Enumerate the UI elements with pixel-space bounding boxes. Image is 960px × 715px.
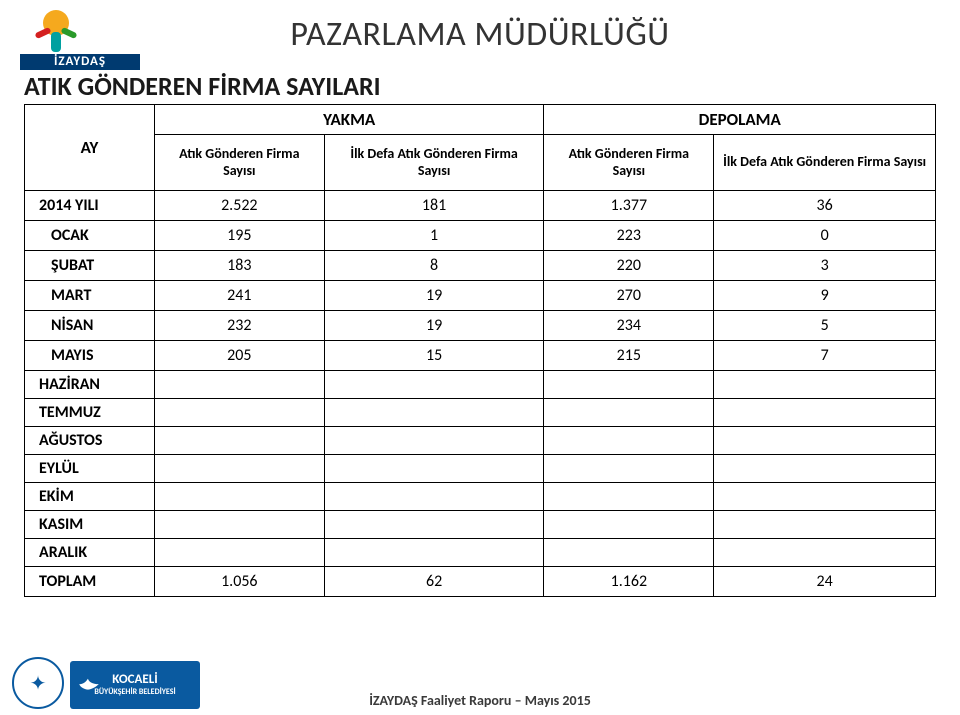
- cell: [714, 427, 936, 455]
- cell: 36: [714, 191, 936, 221]
- cell: [544, 371, 714, 399]
- cell: 215: [544, 341, 714, 371]
- cell: [714, 539, 936, 567]
- table-row: 2014 YILI2.5221811.37736: [25, 191, 936, 221]
- cell: 0: [714, 221, 936, 251]
- cell: [154, 511, 324, 539]
- cell: [154, 455, 324, 483]
- table-row: TEMMUZ: [25, 399, 936, 427]
- cell: [544, 539, 714, 567]
- table-row: OCAK19512230: [25, 221, 936, 251]
- cell: 232: [154, 311, 324, 341]
- cell: [154, 539, 324, 567]
- cell: 220: [544, 251, 714, 281]
- row-label: AĞUSTOS: [25, 427, 155, 455]
- cell: 1.162: [544, 567, 714, 597]
- cell: 181: [324, 191, 544, 221]
- cell: [154, 371, 324, 399]
- section-title: ATIK GÖNDEREN FİRMA SAYILARI: [24, 70, 381, 102]
- cell: [154, 427, 324, 455]
- row-label: MAYIS: [25, 341, 155, 371]
- cell: 2.522: [154, 191, 324, 221]
- cell: [154, 399, 324, 427]
- cell: [324, 371, 544, 399]
- cell: [544, 427, 714, 455]
- row-label: TEMMUZ: [25, 399, 155, 427]
- row-label: EYLÜL: [25, 455, 155, 483]
- table-row: MAYIS205152157: [25, 341, 936, 371]
- cell: 19: [324, 281, 544, 311]
- cell: [544, 511, 714, 539]
- cell: 7: [714, 341, 936, 371]
- table-row: ARALIK: [25, 539, 936, 567]
- th-sub-d: İlk Defa Atık Gönderen Firma Sayısı: [714, 135, 936, 191]
- cell: 205: [154, 341, 324, 371]
- cell: [324, 399, 544, 427]
- data-table: AY YAKMA DEPOLAMA Atık Gönderen Firma Sa…: [24, 104, 936, 597]
- cell: 3: [714, 251, 936, 281]
- cell: 195: [154, 221, 324, 251]
- cell: 241: [154, 281, 324, 311]
- cell: 9: [714, 281, 936, 311]
- cell: [544, 483, 714, 511]
- table-row: EKİM: [25, 483, 936, 511]
- cell: 62: [324, 567, 544, 597]
- logo-text: İZAYDAŞ: [20, 54, 140, 70]
- cell: 270: [544, 281, 714, 311]
- table-row: TOPLAM1.056621.16224: [25, 567, 936, 597]
- cell: [324, 427, 544, 455]
- cell: [714, 399, 936, 427]
- row-label: MART: [25, 281, 155, 311]
- th-yakma: YAKMA: [154, 105, 544, 135]
- row-label: EKİM: [25, 483, 155, 511]
- cell: 1: [324, 221, 544, 251]
- row-label: NİSAN: [25, 311, 155, 341]
- row-label: KASIM: [25, 511, 155, 539]
- cell: 223: [544, 221, 714, 251]
- cell: 234: [544, 311, 714, 341]
- kocaeli-line1: KOCAELİ: [94, 673, 175, 687]
- row-label: 2014 YILI: [25, 191, 155, 221]
- cell: [714, 455, 936, 483]
- cell: [324, 511, 544, 539]
- th-depolama: DEPOLAMA: [544, 105, 936, 135]
- cell: 5: [714, 311, 936, 341]
- cell: [324, 483, 544, 511]
- table-row: ŞUBAT18382203: [25, 251, 936, 281]
- cell: 1.377: [544, 191, 714, 221]
- table-row: HAZİRAN: [25, 371, 936, 399]
- cell: [544, 399, 714, 427]
- table-row: AĞUSTOS: [25, 427, 936, 455]
- table-row: NİSAN232192345: [25, 311, 936, 341]
- row-label: HAZİRAN: [25, 371, 155, 399]
- cell: [714, 511, 936, 539]
- th-sub-b: İlk Defa Atık Gönderen Firma Sayısı: [324, 135, 544, 191]
- row-label: ŞUBAT: [25, 251, 155, 281]
- th-ay: AY: [25, 105, 155, 191]
- cell: 183: [154, 251, 324, 281]
- cell: 24: [714, 567, 936, 597]
- cell: 15: [324, 341, 544, 371]
- footer-note: İZAYDAŞ Faaliyet Raporu – Mayıs 2015: [0, 692, 960, 709]
- cell: [544, 455, 714, 483]
- cell: [714, 483, 936, 511]
- cell: 8: [324, 251, 544, 281]
- table-row: EYLÜL: [25, 455, 936, 483]
- data-table-wrap: AY YAKMA DEPOLAMA Atık Gönderen Firma Sa…: [24, 104, 936, 597]
- th-sub-c: Atık Gönderen Firma Sayısı: [544, 135, 714, 191]
- cell: [154, 483, 324, 511]
- th-sub-a: Atık Gönderen Firma Sayısı: [154, 135, 324, 191]
- table-row: KASIM: [25, 511, 936, 539]
- cell: [324, 455, 544, 483]
- cell: [324, 539, 544, 567]
- page-title: PAZARLAMA MÜDÜRLÜĞÜ: [0, 14, 960, 55]
- row-label: TOPLAM: [25, 567, 155, 597]
- cell: 1.056: [154, 567, 324, 597]
- table-row: MART241192709: [25, 281, 936, 311]
- cell: [714, 371, 936, 399]
- row-label: ARALIK: [25, 539, 155, 567]
- row-label: OCAK: [25, 221, 155, 251]
- cell: 19: [324, 311, 544, 341]
